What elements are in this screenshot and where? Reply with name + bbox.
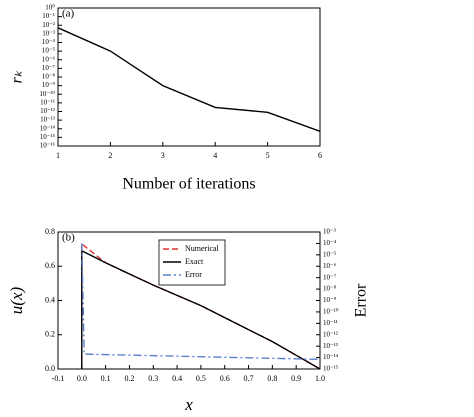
y2-tick-label: 10⁻⁴ (323, 239, 337, 247)
x-tick-label: 0.5 (196, 374, 206, 383)
x-tick-label: 0.0 (77, 374, 87, 383)
y-tick-label: 10⁻⁴ (42, 38, 56, 46)
y-tick-label: 10⁻¹¹ (40, 98, 55, 106)
x-tick-label: 5 (266, 151, 270, 160)
x-tick-label: 1 (56, 151, 60, 160)
y-tick-label: 10⁻¹² (40, 107, 55, 115)
x-tick-label: 0.3 (148, 374, 158, 383)
y-tick-label: 0.4 (45, 295, 55, 304)
y-tick-label: 10⁻² (42, 21, 55, 29)
y-tick-label: 0.0 (45, 364, 55, 373)
y-axis-label: rₖ (9, 70, 26, 83)
y2-tick-label: 10⁻¹³ (323, 342, 338, 350)
y-tick-label: 0.8 (45, 227, 55, 236)
data-line (57, 27, 321, 132)
y-axis-label: u(x) (7, 286, 26, 314)
x-tick-label: 0.2 (124, 374, 134, 383)
x-tick-label: -0.1 (52, 374, 65, 383)
x-tick-label: 0.6 (220, 374, 230, 383)
panel-label: (b) (62, 232, 75, 244)
y2-tick-label: 10⁻⁹ (323, 296, 337, 304)
data-line (81, 249, 321, 370)
x-axis-label: Number of iterations (122, 176, 255, 193)
y-tick-label: 10⁻¹⁴ (40, 124, 56, 132)
data-line (81, 243, 321, 361)
y-tick-label: 10⁻¹ (42, 12, 55, 20)
x-axis-label: x (184, 395, 193, 414)
x-tick-label: 3 (161, 151, 165, 160)
x-tick-label: 1.0 (315, 374, 325, 383)
y2-axis-label: Error (353, 283, 370, 317)
y-tick-label: 10⁻¹⁵ (40, 133, 56, 141)
panel-label: (a) (62, 8, 75, 20)
x-tick-label: 2 (108, 151, 112, 160)
y-tick-label: 10⁻⁷ (42, 64, 56, 72)
y-tick-label: 0.6 (45, 261, 55, 270)
y2-tick-label: 10⁻⁶ (323, 262, 337, 270)
x-tick-label: 0.8 (267, 374, 277, 383)
y2-tick-label: 10⁻¹⁴ (323, 353, 339, 361)
legend-label: Error (185, 270, 202, 279)
x-tick-label: 6 (318, 151, 322, 160)
x-tick-label: 0.7 (244, 374, 254, 383)
y2-tick-label: 10⁻⁸ (323, 285, 337, 293)
y2-tick-label: 10⁻¹⁰ (323, 308, 339, 316)
x-tick-label: 0.9 (291, 374, 301, 383)
plot-frame (57, 7, 321, 147)
legend-label: Exact (185, 257, 204, 266)
y2-tick-label: 10⁻³ (323, 228, 336, 236)
y-tick-label: 10⁻⁹ (42, 81, 56, 89)
y-tick-label: 10⁻¹³ (40, 116, 55, 124)
y-tick-label: 10⁻³ (42, 29, 55, 37)
x-tick-label: 4 (213, 151, 217, 160)
legend-label: Numerical (185, 244, 220, 253)
x-tick-label: 0.1 (101, 374, 111, 383)
y-tick-label: 10⁻⁵ (42, 47, 56, 55)
y-tick-label: 10⁻⁸ (42, 73, 56, 81)
y-tick-label: 10⁰ (45, 4, 55, 12)
y-tick-label: 10⁻¹⁶ (40, 142, 56, 150)
y-tick-label: 10⁻¹⁰ (39, 90, 55, 98)
y-tick-label: 0.2 (45, 330, 55, 339)
y2-tick-label: 10⁻¹⁵ (323, 365, 339, 373)
x-tick-label: 0.4 (172, 374, 182, 383)
y-tick-label: 10⁻⁶ (42, 55, 56, 63)
y2-tick-label: 10⁻¹¹ (323, 319, 338, 327)
y2-tick-label: 10⁻¹² (323, 330, 338, 338)
y2-tick-label: 10⁻⁷ (323, 273, 337, 281)
y2-tick-label: 10⁻⁵ (323, 250, 337, 258)
